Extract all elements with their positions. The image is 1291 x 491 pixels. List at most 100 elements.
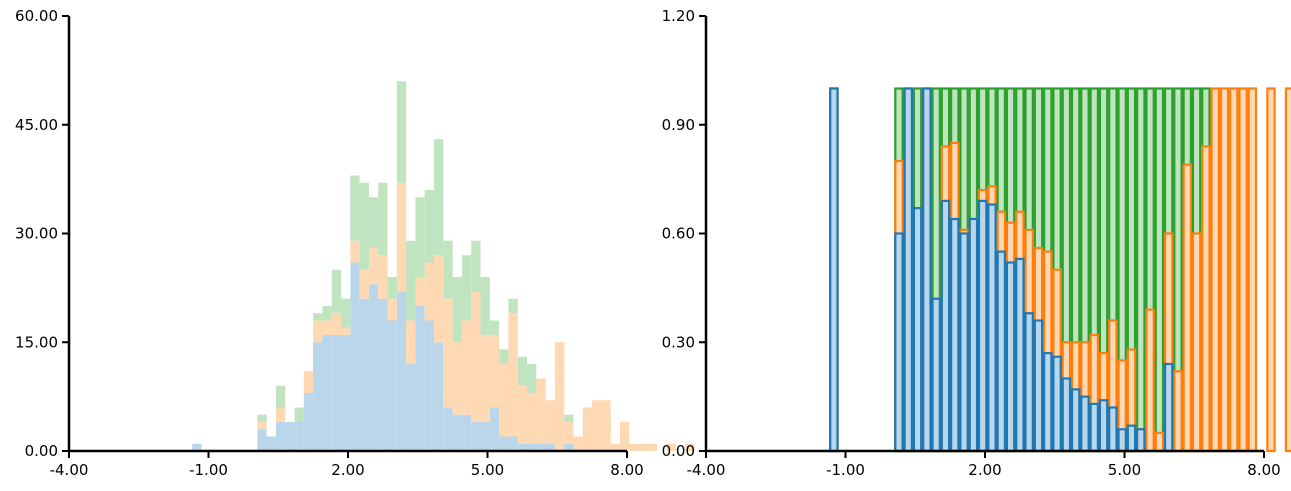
left-series-1-bar	[461, 414, 472, 451]
left-series-1-bar	[499, 436, 509, 451]
left-series-2-bar	[545, 400, 555, 444]
right-series-2-step	[1191, 232, 1202, 453]
right-series-1-step	[1043, 352, 1053, 453]
left-series-2-bar	[554, 342, 565, 451]
left-series-3-bar	[480, 277, 490, 335]
right-series-1-step	[1089, 402, 1100, 453]
right-series-1-step	[903, 87, 914, 453]
right-series-2-step	[1173, 370, 1183, 453]
left-series-2-bar	[341, 327, 351, 335]
left-series-1-bar	[266, 436, 276, 451]
right-histogram-panel: -4.00 -1.00 2.00 5.00 8.00 0.00 0.30 0.60 0.90 1.…	[662, 7, 1291, 479]
right-series-1-step	[1024, 312, 1034, 453]
left-series-1-bar	[313, 342, 323, 451]
left-series-2-bar	[610, 443, 621, 451]
left-histogram-bars	[192, 81, 695, 451]
right-series-1-step	[894, 232, 904, 453]
left-series-3-bar	[368, 197, 379, 248]
right-series-1-step	[1098, 399, 1109, 453]
left-series-2-bar	[443, 298, 453, 408]
right-series-3-step	[1136, 87, 1146, 453]
right-series-2-step	[1219, 87, 1230, 453]
left-series-2-bar	[322, 320, 332, 335]
left-series-2-bar	[499, 364, 509, 437]
left-series-1-bar	[294, 422, 304, 451]
left-series-3-bar	[322, 306, 332, 321]
left-series-3-bar	[359, 182, 369, 270]
left-series-2-bar	[461, 320, 472, 415]
left-histogram-panel: -4.00 -1.00 2.00 5.00 8.00 0.00 15.00 30.00 45.0…	[15, 7, 695, 479]
left-series-1-bar	[387, 320, 397, 451]
left-series-1-bar	[378, 298, 388, 451]
right-series-1-step	[829, 87, 839, 453]
right-series-2-step	[1182, 163, 1193, 453]
left-series-2-bar	[387, 298, 397, 321]
left-series-1-bar	[359, 298, 369, 451]
left-ticks: -4.00 -1.00 2.00 5.00 8.00 0.00 15.00 30.00 45.0…	[15, 7, 644, 479]
left-series-2-bar	[564, 422, 574, 444]
left-series-3-bar	[341, 298, 351, 328]
right-x-tick-label: 2.00	[968, 461, 1001, 479]
left-series-2-bar	[508, 313, 518, 437]
left-x-tick-label: 8.00	[610, 461, 643, 479]
right-series-1-step	[1136, 428, 1146, 453]
right-series-3-step	[1154, 87, 1165, 453]
right-series-2-step	[1247, 87, 1258, 453]
left-series-2-bar	[601, 400, 611, 451]
left-series-2-bar	[480, 335, 490, 422]
right-series-1-step	[959, 232, 969, 453]
right-series-1-step	[1005, 261, 1016, 453]
left-series-1-bar	[350, 262, 360, 451]
left-series-2-bar	[396, 182, 407, 292]
left-y-tick-label: 45.00	[15, 116, 58, 134]
left-series-3-bar	[471, 240, 481, 292]
right-series-1-step	[987, 203, 997, 453]
right-y-tick-label: 0.90	[662, 116, 695, 134]
left-series-1-bar	[341, 335, 351, 451]
left-series-2-bar	[666, 443, 676, 451]
left-series-1-bar	[275, 422, 286, 451]
left-series-2-bar	[378, 255, 388, 299]
right-series-1-step	[1070, 388, 1081, 453]
right-series-1-step	[931, 297, 941, 453]
left-series-1-bar	[406, 364, 416, 451]
left-series-1-bar	[331, 335, 342, 451]
left-series-2-bar	[434, 255, 444, 343]
left-series-2-bar	[331, 313, 342, 335]
left-series-1-bar	[508, 436, 518, 451]
right-series-1-step	[968, 217, 979, 453]
right-series-1-step	[1117, 428, 1127, 453]
left-series-3-bar	[499, 349, 509, 364]
left-series-3-bar	[508, 298, 518, 314]
left-series-1-bar	[527, 443, 537, 451]
left-series-3-bar	[331, 269, 342, 314]
left-series-1-bar	[303, 393, 314, 451]
left-series-1-bar	[434, 342, 444, 451]
right-series-1-step	[1163, 362, 1174, 453]
left-series-2-bar	[415, 277, 425, 306]
left-series-3-bar	[350, 175, 360, 241]
left-series-2-bar	[424, 262, 435, 321]
left-series-1-bar	[285, 422, 295, 451]
left-series-1-bar	[489, 407, 500, 451]
left-series-3-bar	[434, 139, 444, 256]
right-series-1-step	[1052, 355, 1062, 453]
right-series-1-step	[1080, 395, 1090, 453]
right-series-2-step	[1229, 87, 1239, 453]
right-series-1-step	[922, 87, 932, 453]
left-series-2-bar	[471, 291, 481, 422]
left-series-3-bar	[313, 313, 323, 321]
left-series-1-bar	[257, 429, 267, 451]
left-series-2-bar	[313, 320, 323, 343]
left-series-3-bar	[378, 182, 388, 256]
left-series-2-bar	[489, 335, 500, 408]
right-series-1-step	[1108, 406, 1118, 453]
right-ticks: -4.00 -1.00 2.00 5.00 8.00 0.00 0.30 0.60 0.90 1.…	[662, 7, 1281, 479]
right-x-tick-label: -1.00	[826, 461, 865, 479]
left-series-2-bar	[620, 422, 630, 451]
left-series-3-bar	[452, 277, 462, 343]
left-series-3-bar	[424, 190, 435, 263]
left-series-1-bar	[564, 443, 574, 451]
right-y-tick-label: 1.20	[662, 7, 695, 25]
right-series-1-step	[1126, 424, 1137, 453]
